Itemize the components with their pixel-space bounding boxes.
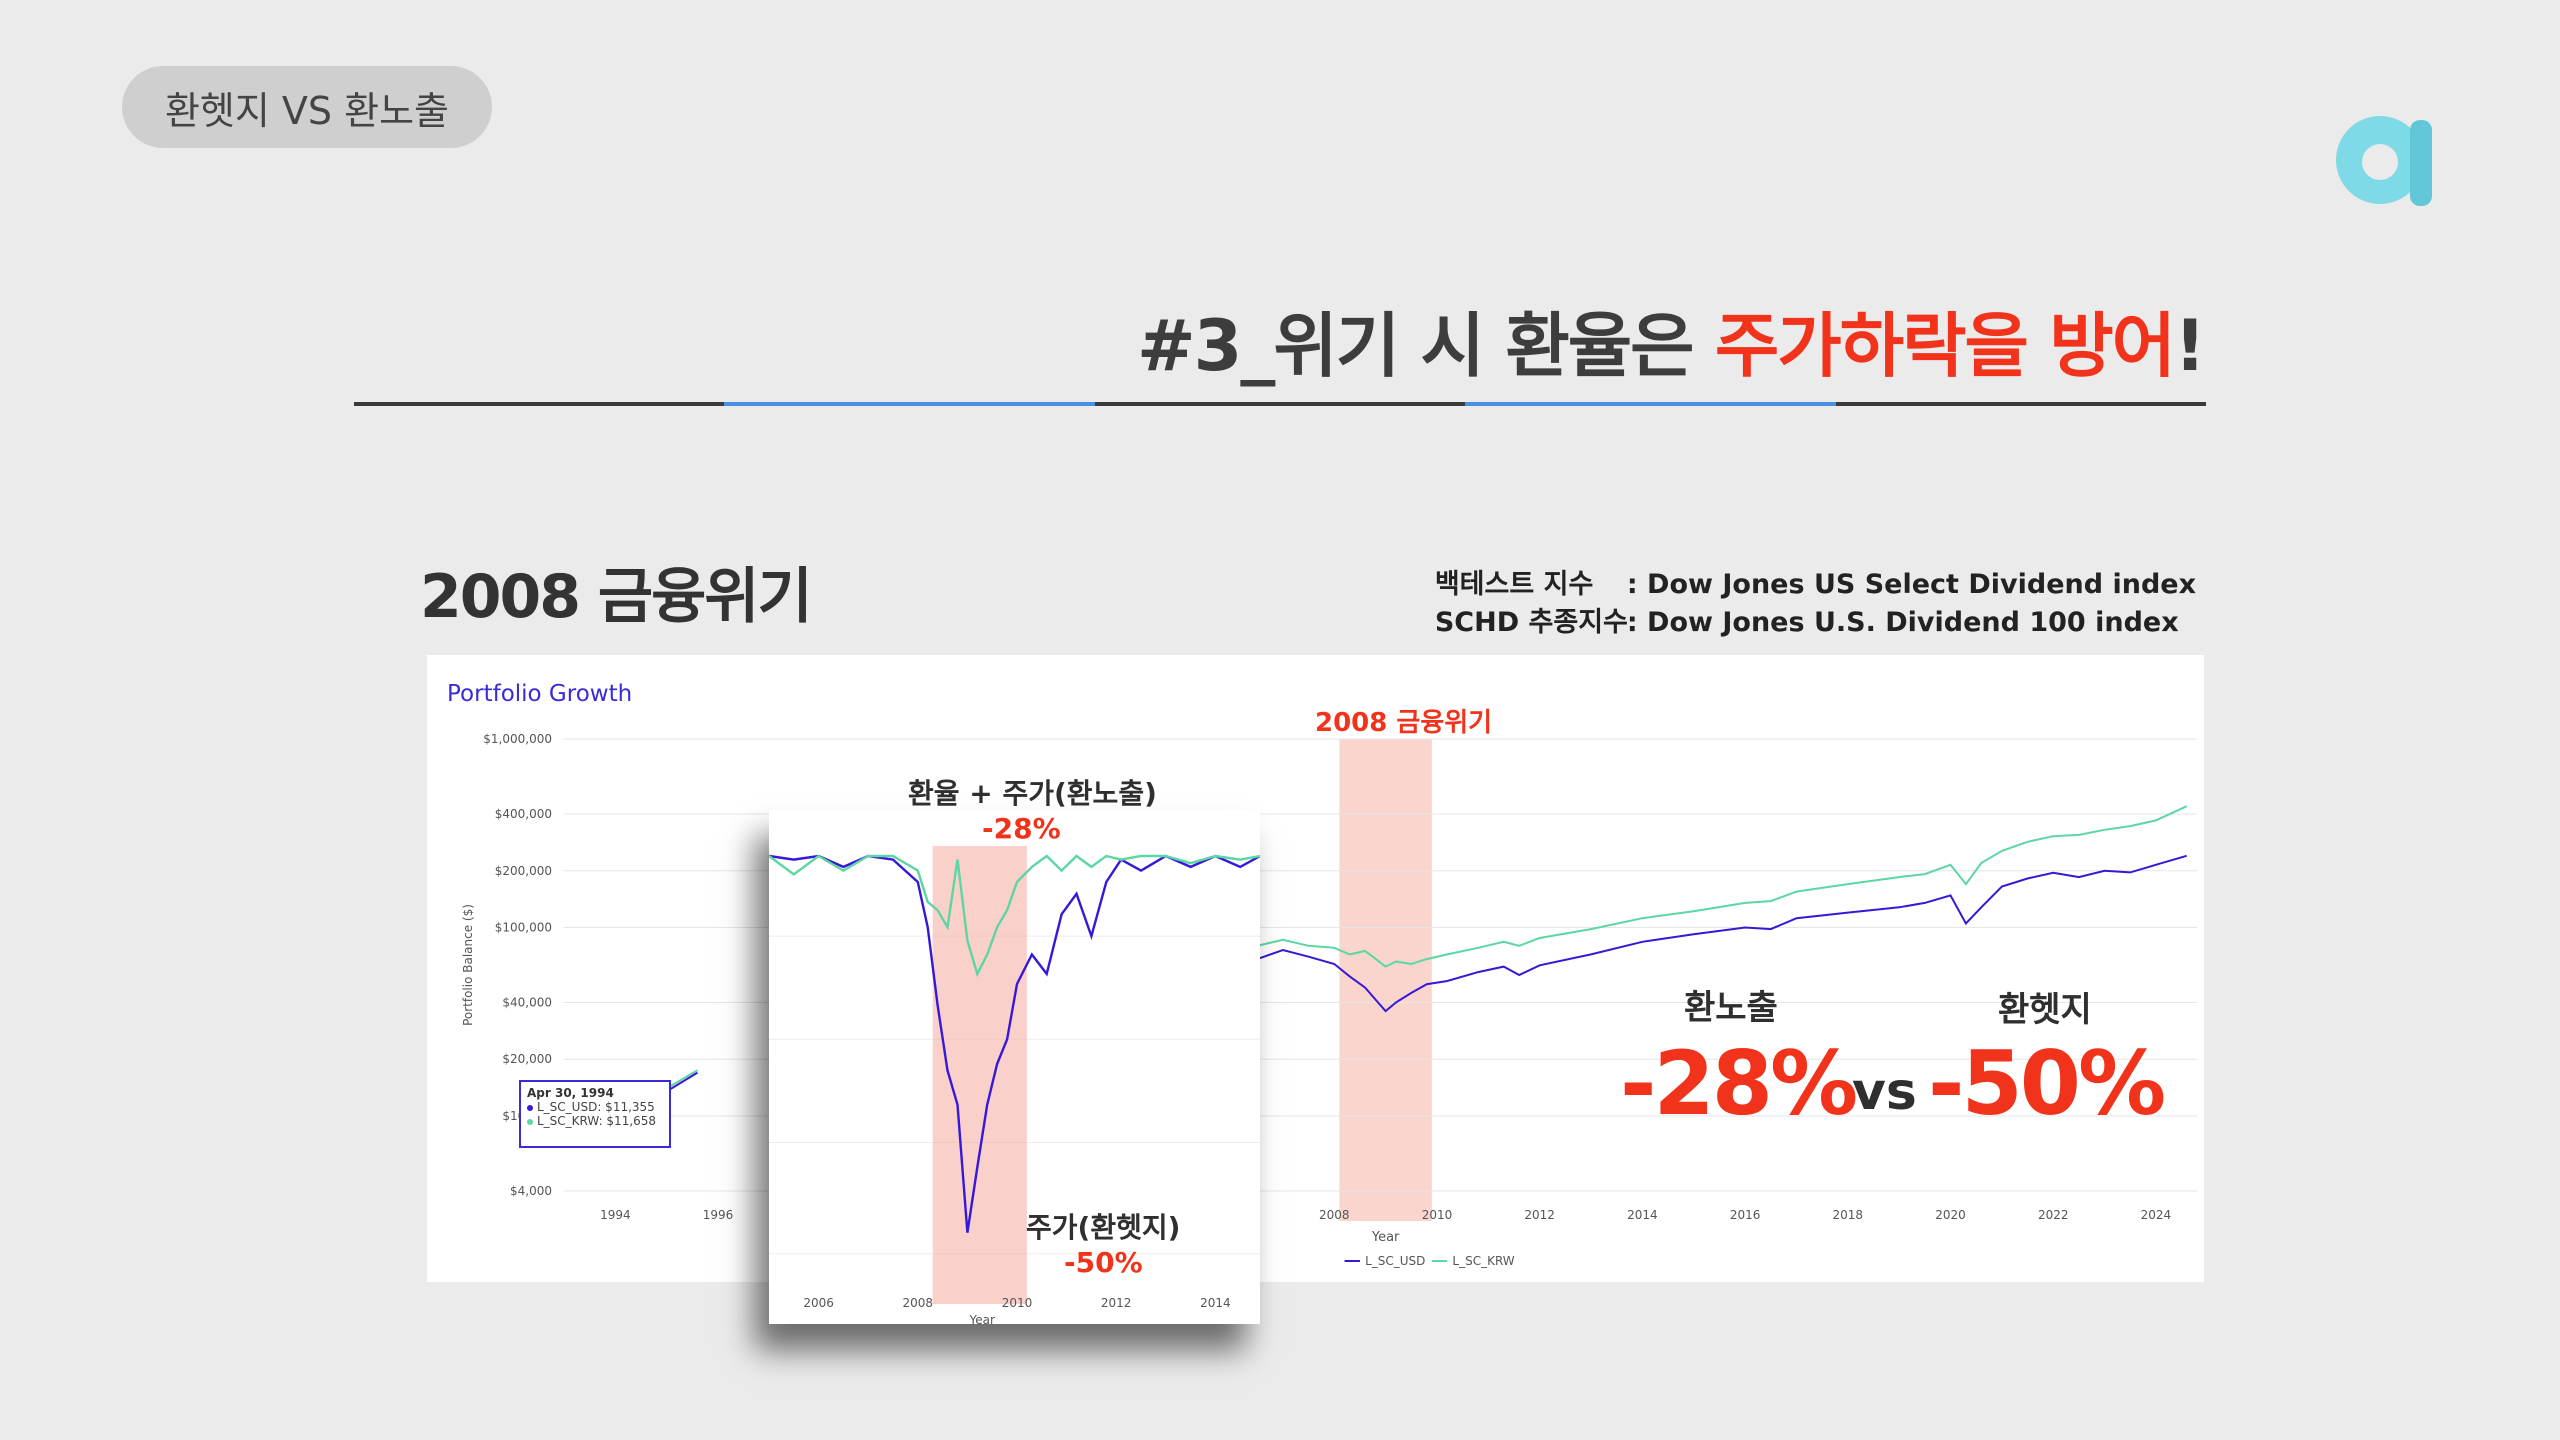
inset-x-axis-title: Year: [969, 1313, 995, 1324]
title-divider: [354, 402, 2207, 406]
zoom-inset-chart: 2006 2008 2010 2012 2014 Year: [769, 810, 1260, 1324]
x-tick-label: 1996: [703, 1208, 734, 1222]
hedged-annotation-value: -50%: [1064, 1246, 1143, 1279]
x-tick-label: 2016: [1730, 1208, 1761, 1222]
x-tick-label: 2012: [1524, 1208, 1555, 1222]
page-title-suffix: !: [2174, 305, 2206, 387]
tooltip-usd: L_SC_USD: $11,355: [527, 1100, 663, 1114]
x-tick-label: 2010: [1422, 1208, 1453, 1222]
inset-crisis-band: [932, 846, 1027, 1304]
tooltip-krw-text: L_SC_KRW: $11,658: [537, 1114, 657, 1128]
legend-usd-label: L_SC_USD: [1365, 1254, 1425, 1268]
y-tick-label: $200,000: [495, 864, 552, 878]
y-tick-label: $4,000: [510, 1184, 552, 1198]
tooltip-usd-text: L_SC_USD: $11,355: [537, 1100, 655, 1114]
inset-x-tick-label: 2012: [1101, 1296, 1132, 1310]
page-title-highlight: 주가하락을 방어: [1714, 305, 2176, 387]
brand-logo-icon: [2336, 116, 2432, 206]
x-tick-label: 2014: [1627, 1208, 1658, 1222]
x-axis-title: Year: [1371, 1230, 1400, 1245]
inset-x-tick-label: 2008: [903, 1296, 934, 1310]
x-tick-label: 2020: [1935, 1208, 1966, 1222]
chart-title: Portfolio Growth: [447, 681, 633, 707]
page-title: #3_위기 시 환율은 주가하락을 방어!: [1137, 290, 2206, 391]
x-tick-label: 2024: [2141, 1208, 2172, 1222]
x-tick-label: 2022: [2038, 1208, 2069, 1222]
compare-label-exposed: 환노출: [1684, 988, 1778, 1028]
section-title: 2008 금융위기: [420, 562, 813, 632]
inset-x-tick-label: 2014: [1200, 1296, 1231, 1310]
x-tick-label: 2018: [1833, 1208, 1864, 1222]
exposed-annotation-value: -28%: [982, 812, 1061, 845]
inset-krw-line: [769, 854, 1260, 978]
hedged-annotation-label: 주가(환헷지): [1026, 1211, 1181, 1244]
inset-x-tick-label: 2006: [803, 1296, 834, 1310]
x-tick-label: 1994: [600, 1208, 631, 1222]
x-tick-label: 2008: [1319, 1208, 1350, 1222]
backtest-index-key: 백테스트 지수: [1434, 569, 1594, 600]
backtest-index-value: : Dow Jones US Select Dividend index: [1626, 569, 2196, 600]
tooltip-krw: L_SC_KRW: $11,658: [527, 1114, 663, 1128]
section-tag: 환헷지 VS 환노출: [122, 66, 492, 148]
y-tick-label: $40,000: [502, 996, 552, 1010]
compare-value-hedged: -50%: [1928, 1032, 2166, 1135]
y-tick-label: $100,000: [495, 920, 552, 934]
schd-index-key: SCHD 추종지수: [1434, 607, 1628, 638]
page-title-prefix: #3_위기 시 환율은: [1137, 305, 1715, 387]
tooltip-date: Apr 30, 1994: [527, 1086, 614, 1100]
y-axis-title: Portfolio Balance ($): [461, 904, 475, 1026]
crisis-label: 2008 금융위기: [1315, 708, 1493, 738]
portfolio-growth-chart: Portfolio Growth $4,000$10,000$20,000$40…: [427, 655, 2204, 1282]
exposed-annotation-label: 환율 + 주가(환노출): [908, 777, 1157, 810]
zoom-chart-svg: 2006 2008 2010 2012 2014 Year: [769, 846, 1260, 1324]
series-usd-line: [1200, 854, 2187, 1013]
chart-tooltip: Apr 30, 1994 L_SC_USD: $11,355 L_SC_KRW:…: [519, 1080, 671, 1148]
main-chart-svg: $4,000$10,000$20,000$40,000$100,000$200,…: [461, 732, 2197, 1268]
compare-vs: vs: [1852, 1062, 1917, 1122]
series-krw-line: [1200, 805, 2188, 968]
y-tick-label: $400,000: [495, 807, 552, 821]
compare-value-exposed: -28%: [1620, 1032, 1858, 1135]
legend-krw-label: L_SC_KRW: [1452, 1254, 1514, 1268]
schd-index-value: : Dow Jones U.S. Dividend 100 index: [1626, 607, 2179, 638]
y-tick-label: $1,000,000: [483, 732, 552, 746]
compare-label-hedged: 환헷지: [1998, 990, 2092, 1030]
y-tick-label: $20,000: [502, 1052, 552, 1066]
index-info: 백테스트 지수 : Dow Jones US Select Dividend in…: [1435, 566, 2196, 642]
inset-x-tick-label: 2010: [1002, 1296, 1033, 1310]
inset-usd-line: [769, 854, 1260, 1233]
